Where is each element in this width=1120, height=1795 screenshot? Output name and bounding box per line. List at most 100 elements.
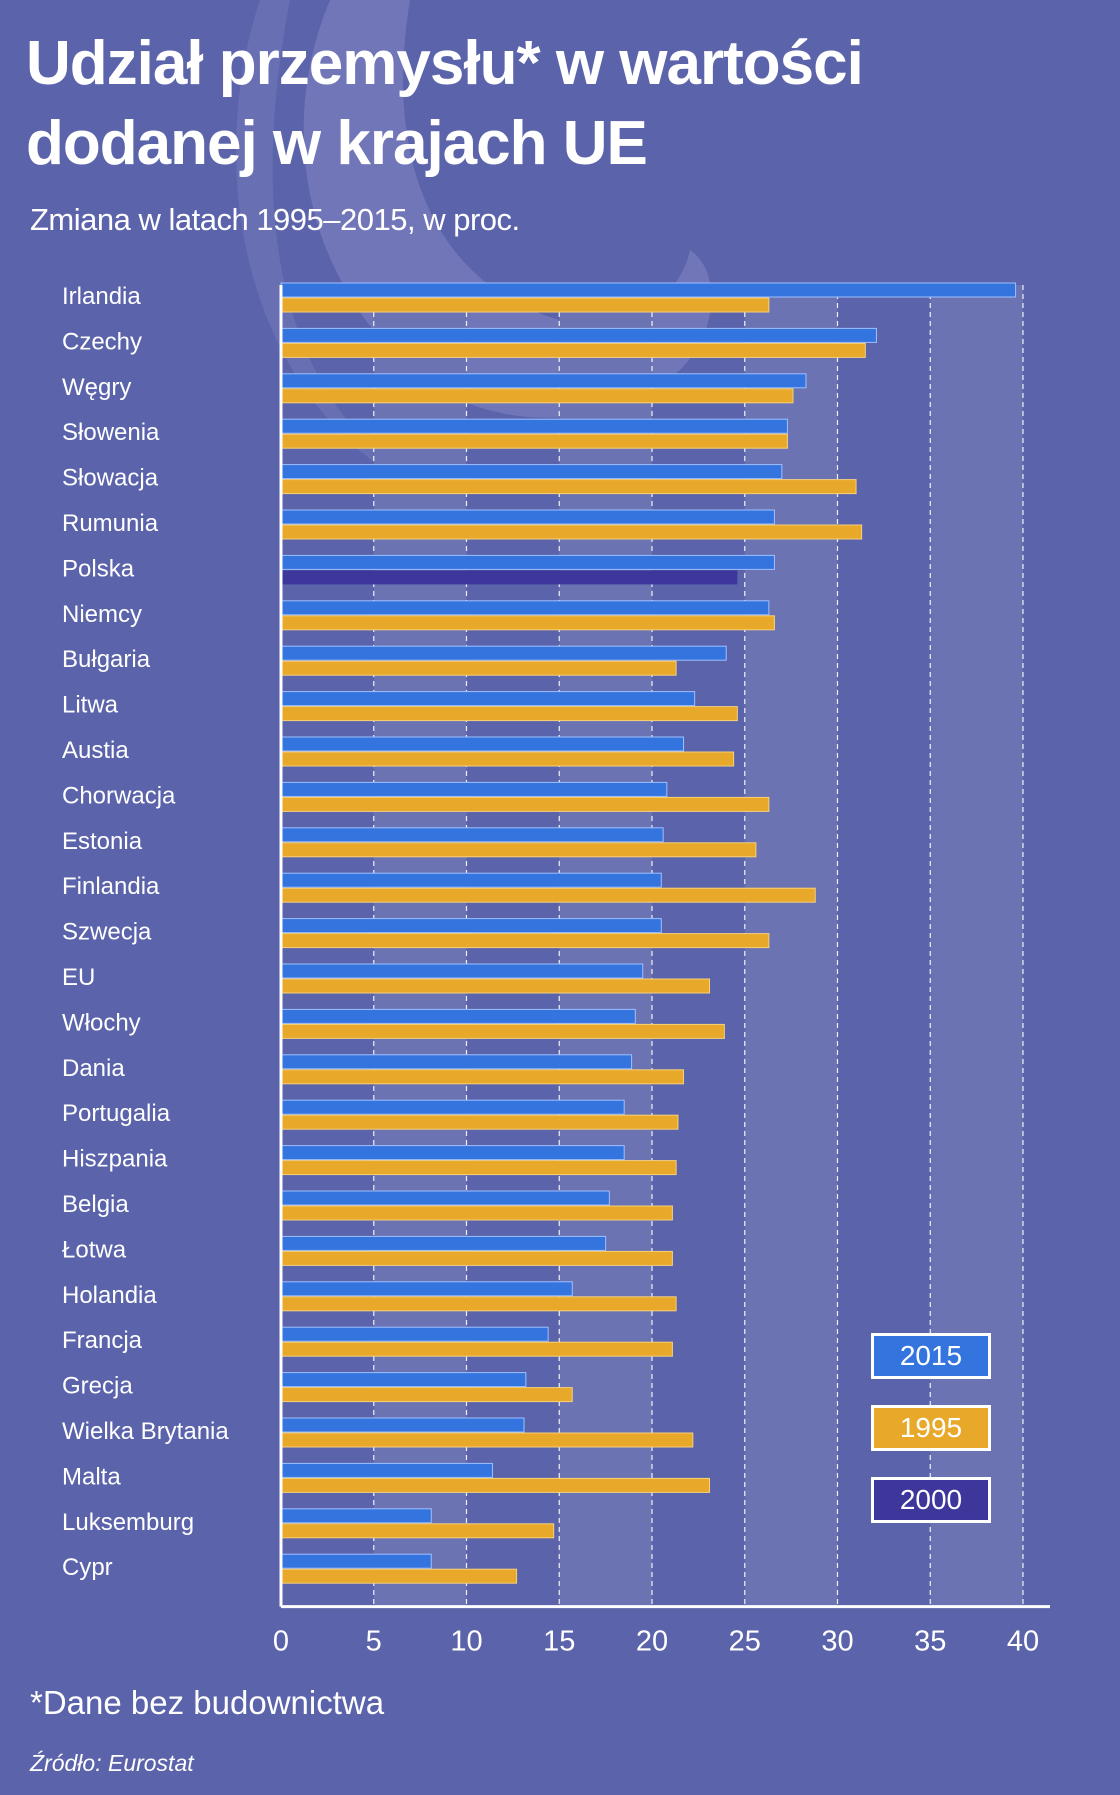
- bar-2015-26: [280, 1462, 493, 1478]
- bar-1995-0: [280, 297, 770, 313]
- legend-item-2015: 2015: [871, 1333, 991, 1379]
- bar-1995-26: [280, 1477, 711, 1493]
- category-label: Polska: [62, 555, 135, 582]
- bar-1995-19: [280, 1160, 677, 1176]
- category-label: Łotwa: [62, 1236, 127, 1263]
- bar-2015-14: [280, 918, 662, 934]
- source-note: Źródło: Eurostat: [30, 1750, 194, 1776]
- background-band: [930, 285, 1023, 1607]
- bar-2015-24: [280, 1372, 527, 1388]
- category-label: Włochy: [62, 1009, 141, 1036]
- x-tick-label: 30: [821, 1626, 853, 1658]
- bar-2015-20: [280, 1190, 610, 1206]
- category-label: Irlandia: [62, 283, 141, 310]
- bar-2015-17: [280, 1054, 633, 1070]
- footnote: *Dane bez budownictwa: [30, 1684, 385, 1721]
- x-tick-label: 25: [729, 1626, 761, 1658]
- bar-2015-1: [280, 327, 877, 343]
- bar-2015-22: [280, 1281, 573, 1297]
- x-tick-label: 10: [450, 1626, 482, 1658]
- bar-1995-20: [280, 1205, 673, 1221]
- bar-2015-6: [280, 554, 775, 570]
- category-label: Dania: [62, 1055, 125, 1082]
- bar-2015-15: [280, 963, 644, 979]
- category-label: Niemcy: [62, 601, 142, 628]
- category-label: Luksemburg: [62, 1509, 194, 1536]
- category-label: Szwecja: [62, 919, 152, 946]
- bar-1995-7: [280, 615, 775, 631]
- category-label: Holandia: [62, 1282, 157, 1309]
- bar-2015-11: [280, 781, 668, 797]
- bar-2015-5: [280, 509, 775, 525]
- bar-1995-18: [280, 1114, 679, 1130]
- category-label: Chorwacja: [62, 782, 176, 809]
- bar-2015-2: [280, 373, 807, 389]
- category-label: Finlandia: [62, 873, 160, 900]
- chart-title: Udział przemysłu* w wartości dodanej w k…: [26, 24, 1026, 184]
- bar-1995-10: [280, 751, 735, 767]
- bar-1995-2: [280, 388, 794, 404]
- category-label: Litwa: [62, 692, 119, 719]
- bar-1995-25: [280, 1432, 694, 1448]
- legend-item-1995: 1995: [871, 1405, 991, 1451]
- x-tick-label: 40: [1007, 1626, 1039, 1658]
- title-line-1: Udział przemysłu* w wartości: [26, 29, 864, 98]
- bar-1995-4: [280, 479, 857, 495]
- category-label: Grecja: [62, 1373, 133, 1400]
- bar-2015-7: [280, 600, 770, 616]
- bar-1995-12: [280, 842, 757, 858]
- bar-1995-27: [280, 1523, 555, 1539]
- category-label: Austia: [62, 737, 129, 764]
- bar-1995-8: [280, 660, 677, 676]
- category-label: Rumunia: [62, 510, 159, 537]
- bar-1995-3: [280, 433, 788, 449]
- x-tick-label: 5: [366, 1626, 382, 1658]
- bar-2015-4: [280, 464, 783, 480]
- bar-1995-14: [280, 933, 770, 949]
- category-label: Estonia: [62, 828, 143, 855]
- bar-2015-9: [280, 691, 696, 707]
- bar-2015-27: [280, 1508, 432, 1524]
- category-label: Węgry: [62, 374, 131, 401]
- bar-2015-10: [280, 736, 685, 752]
- bar-1995-16: [280, 1023, 725, 1039]
- bar-1995-13: [280, 887, 816, 903]
- bar-2015-19: [280, 1145, 625, 1161]
- category-label: Portugalia: [62, 1100, 171, 1127]
- bar-1995-22: [280, 1296, 677, 1312]
- category-label: Słowenia: [62, 419, 160, 446]
- x-tick-label: 0: [273, 1626, 289, 1658]
- bar-1995-5: [280, 524, 863, 540]
- chart-subtitle: Zmiana w latach 1995–2015, w proc.: [30, 202, 520, 237]
- category-label: Wielka Brytania: [62, 1418, 229, 1445]
- category-label: Malta: [62, 1463, 121, 1490]
- bar-1995-28: [280, 1568, 518, 1584]
- bar-2015-21: [280, 1235, 607, 1251]
- category-label: Hiszpania: [62, 1146, 168, 1173]
- bar-1995-9: [280, 706, 738, 722]
- title-line-2: dodanej w krajach UE: [26, 109, 648, 178]
- bar-2015-13: [280, 872, 662, 888]
- bar-2015-12: [280, 827, 664, 843]
- bar-2000-6: [281, 570, 738, 585]
- category-label: Francja: [62, 1327, 143, 1354]
- bar-1995-1: [280, 342, 866, 358]
- bar-2015-18: [280, 1099, 625, 1115]
- category-label: Cypr: [62, 1554, 113, 1581]
- bar-1995-21: [280, 1250, 673, 1266]
- bar-1995-11: [280, 796, 770, 812]
- bar-1995-24: [280, 1387, 573, 1403]
- category-label: Belgia: [62, 1191, 129, 1218]
- bar-1995-17: [280, 1069, 685, 1085]
- category-label: Czechy: [62, 328, 142, 355]
- bar-2015-16: [280, 1008, 636, 1024]
- bar-2015-8: [280, 645, 727, 661]
- bar-2015-25: [280, 1417, 525, 1433]
- bar-1995-23: [280, 1341, 673, 1357]
- bar-1995-15: [280, 978, 711, 994]
- category-label: Słowacja: [62, 465, 159, 492]
- x-tick-label: 20: [636, 1626, 668, 1658]
- bar-2015-3: [280, 418, 788, 434]
- legend-item-2000: 2000: [871, 1477, 991, 1523]
- bar-2015-0: [280, 282, 1017, 298]
